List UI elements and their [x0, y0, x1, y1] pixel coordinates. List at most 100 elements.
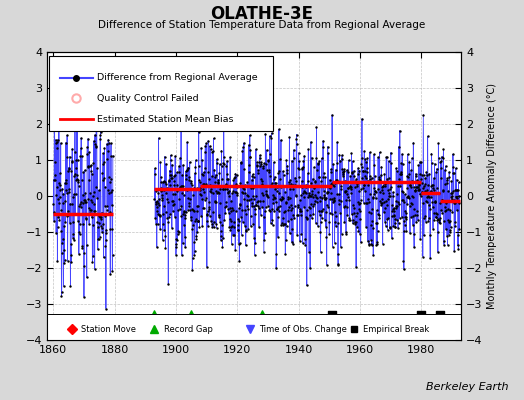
Point: [328, 112, 336, 118]
Point: [342, 188, 351, 194]
Point: [209, 208, 217, 215]
Point: [343, 204, 352, 210]
Point: [212, 224, 221, 231]
Point: [86, 190, 94, 196]
Point: [155, 212, 163, 218]
Point: [183, 187, 192, 194]
Point: [105, 140, 113, 146]
Point: [274, 214, 282, 220]
Point: [285, 182, 293, 188]
Point: [368, 218, 376, 225]
Point: [376, 200, 385, 206]
Point: [436, 220, 444, 226]
Point: [324, 189, 332, 196]
Point: [80, 294, 88, 300]
Point: [386, 193, 394, 200]
Point: [71, 165, 80, 171]
Point: [55, 200, 63, 206]
Point: [258, 312, 266, 318]
Point: [160, 187, 169, 194]
Point: [364, 196, 372, 203]
Point: [230, 219, 238, 226]
Point: [445, 226, 454, 233]
Point: [53, 258, 62, 264]
Point: [423, 199, 431, 206]
Point: [346, 183, 354, 190]
Point: [402, 214, 410, 220]
Point: [267, 135, 276, 141]
Point: [312, 194, 321, 201]
Point: [373, 220, 381, 226]
Point: [410, 244, 418, 250]
Point: [378, 184, 386, 190]
Point: [250, 234, 258, 241]
Point: [75, 231, 84, 238]
Point: [285, 134, 293, 140]
Point: [228, 232, 237, 238]
Point: [238, 207, 246, 214]
Point: [79, 200, 88, 206]
Point: [168, 191, 177, 197]
Point: [312, 155, 320, 161]
Point: [242, 228, 250, 234]
Point: [346, 173, 355, 179]
Point: [439, 155, 447, 161]
Point: [62, 139, 70, 146]
Point: [382, 154, 390, 161]
Point: [292, 131, 301, 138]
Point: [444, 217, 452, 223]
Point: [51, 172, 59, 178]
Point: [180, 222, 188, 228]
Point: [382, 197, 390, 204]
Point: [298, 164, 307, 171]
Point: [281, 198, 290, 205]
Point: [400, 218, 409, 224]
Point: [302, 190, 310, 196]
Point: [421, 189, 430, 196]
Point: [373, 240, 381, 247]
Point: [426, 206, 434, 213]
Text: Berkeley Earth: Berkeley Earth: [426, 382, 508, 392]
Point: [104, 148, 112, 154]
Point: [319, 144, 327, 150]
Point: [259, 192, 268, 198]
Point: [356, 216, 364, 222]
Point: [429, 185, 437, 192]
Point: [367, 222, 375, 228]
Point: [368, 194, 377, 200]
Point: [51, 177, 59, 183]
Point: [69, 218, 77, 225]
Point: [182, 209, 190, 216]
Point: [333, 190, 342, 197]
Point: [388, 235, 396, 242]
Point: [413, 184, 422, 190]
Point: [171, 153, 179, 159]
Point: [168, 225, 176, 231]
Point: [348, 158, 357, 164]
Point: [310, 164, 318, 170]
Point: [86, 197, 95, 203]
Point: [194, 218, 202, 224]
Point: [407, 201, 416, 208]
Point: [454, 242, 462, 249]
Point: [279, 222, 288, 228]
Point: [441, 208, 450, 214]
Point: [185, 174, 194, 180]
Point: [257, 159, 266, 165]
Point: [445, 169, 453, 175]
Point: [56, 194, 64, 200]
Point: [313, 160, 322, 166]
Point: [178, 211, 187, 218]
Point: [430, 216, 438, 223]
Point: [282, 157, 290, 163]
Point: [429, 186, 438, 193]
Point: [439, 188, 447, 195]
Point: [84, 205, 93, 212]
Point: [227, 208, 235, 214]
Point: [100, 145, 108, 151]
Point: [375, 149, 384, 156]
Point: [278, 196, 286, 202]
Point: [297, 208, 305, 214]
Point: [56, 182, 64, 188]
Point: [234, 241, 243, 247]
